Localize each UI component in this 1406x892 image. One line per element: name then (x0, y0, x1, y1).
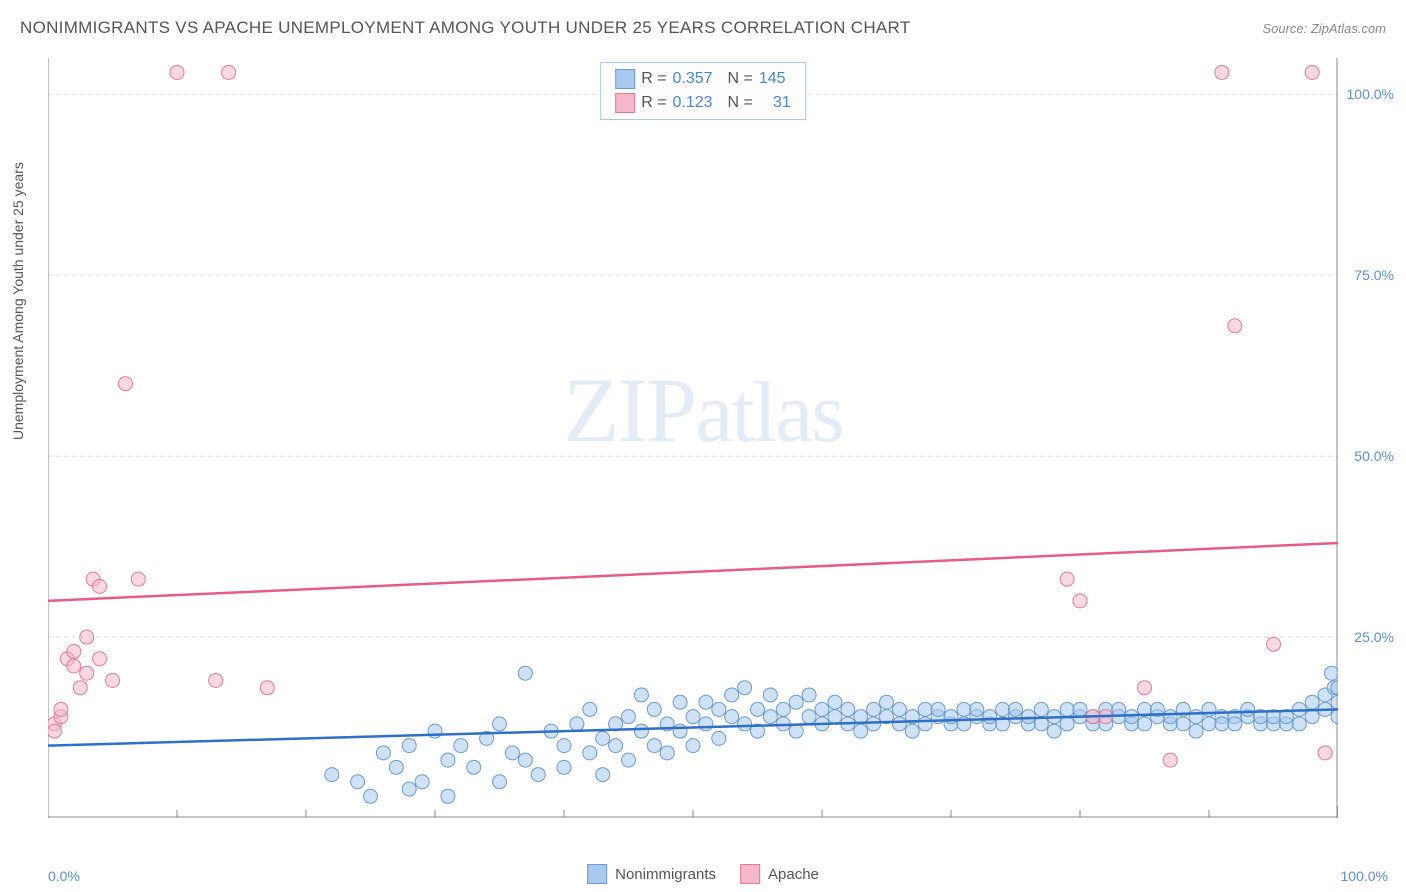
legend-item: Nonimmigrants (587, 864, 716, 884)
legend-series: Nonimmigrants Apache (587, 864, 819, 884)
legend-correlation: R = 0.357 N = 145 R = 0.123 N = 31 (600, 62, 806, 120)
legend-label: Nonimmigrants (615, 866, 716, 883)
r-value-1: 0.357 (673, 67, 713, 91)
swatch-apache (740, 864, 760, 884)
title-bar: NONIMMIGRANTS VS APACHE UNEMPLOYMENT AMO… (20, 18, 1386, 38)
plot-area (48, 58, 1338, 818)
y-tick: 75.0% (1354, 267, 1394, 283)
y-tick: 25.0% (1354, 629, 1394, 645)
r-value-2: 0.123 (673, 91, 713, 115)
legend-row: R = 0.357 N = 145 (615, 67, 791, 91)
swatch-nonimmigrants (587, 864, 607, 884)
y-tick: 50.0% (1354, 448, 1394, 464)
y-tick: 100.0% (1347, 86, 1394, 102)
source-label: Source: ZipAtlas.com (1262, 21, 1386, 36)
x-tick: 100.0% (1341, 868, 1388, 884)
legend-label: Apache (768, 866, 819, 883)
scatter-chart-svg (48, 58, 1338, 818)
swatch-nonimmigrants (615, 69, 635, 89)
n-value-1: 145 (759, 67, 786, 91)
x-tick: 0.0% (48, 868, 80, 884)
swatch-apache (615, 93, 635, 113)
n-value-2: 31 (759, 91, 791, 115)
legend-row: R = 0.123 N = 31 (615, 91, 791, 115)
legend-item: Apache (740, 864, 819, 884)
y-axis-label: Unemployment Among Youth under 25 years (10, 162, 26, 440)
chart-title: NONIMMIGRANTS VS APACHE UNEMPLOYMENT AMO… (20, 18, 911, 38)
